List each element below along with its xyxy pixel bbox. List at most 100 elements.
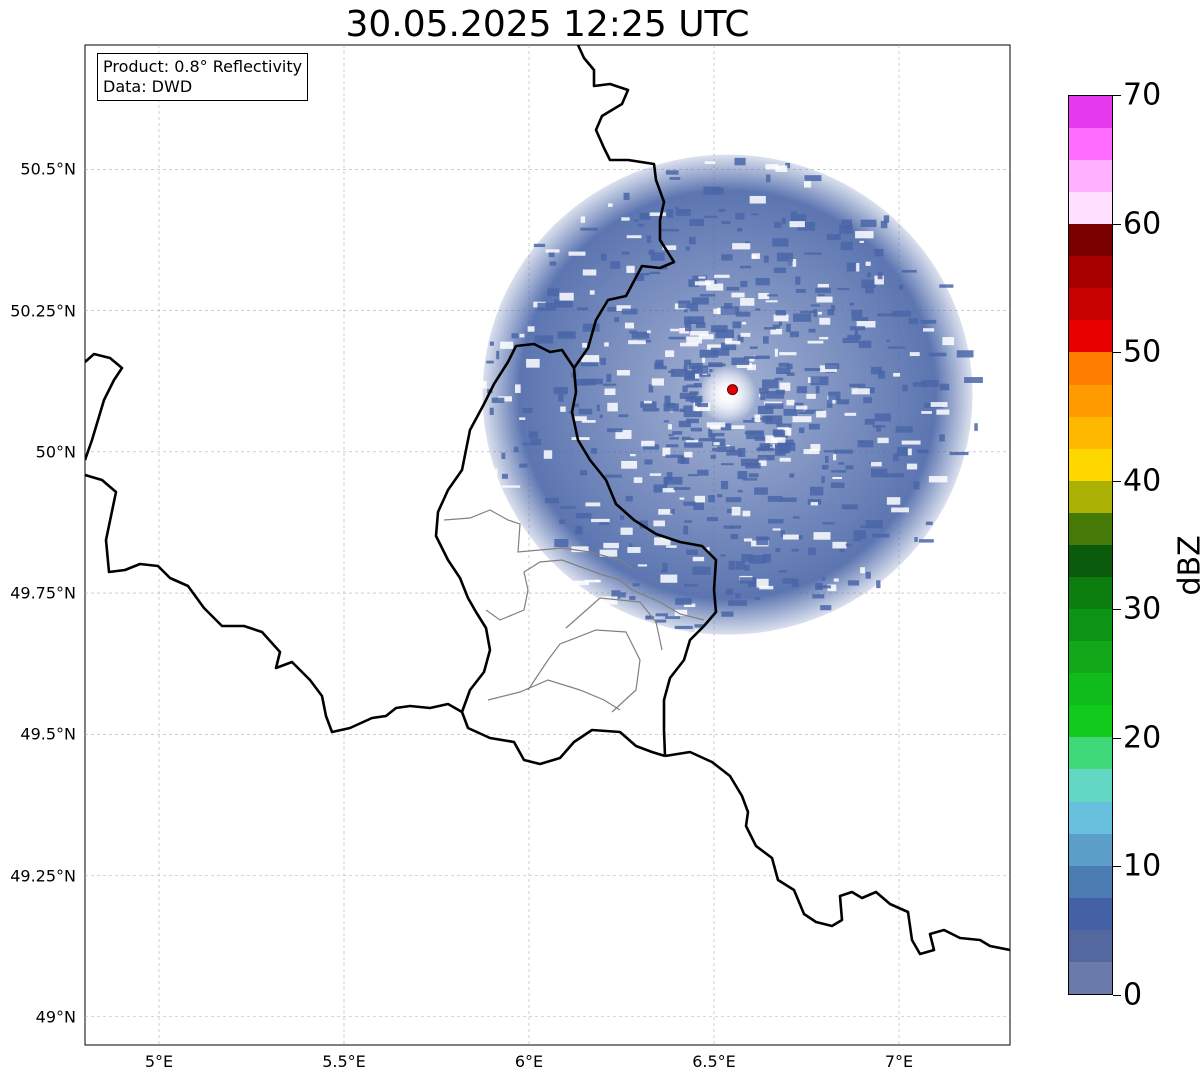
echo-cell — [845, 506, 856, 510]
echo-cell — [921, 380, 939, 387]
echo-cell — [684, 376, 700, 381]
echo-cell — [511, 333, 519, 339]
echo-cell — [697, 373, 711, 377]
echo-cell — [936, 409, 950, 415]
echo-cell — [883, 215, 890, 223]
echo-cell — [864, 418, 875, 425]
colorbar-tick-2 — [1113, 737, 1121, 739]
echo-cell — [735, 561, 745, 570]
echo-cell — [726, 286, 740, 291]
echo-cell — [698, 438, 713, 442]
echo-cell — [528, 431, 538, 439]
echo-cell — [636, 275, 645, 281]
echo-cell — [686, 320, 698, 324]
echo-cell — [663, 476, 683, 485]
echo-cell — [686, 418, 699, 424]
echo-cell — [849, 326, 866, 331]
echo-cell — [580, 227, 599, 231]
echo-cell — [732, 243, 751, 250]
echo-cell — [560, 406, 566, 412]
echo-cell — [581, 420, 596, 423]
echo-cell — [668, 424, 672, 430]
echo-cell — [697, 362, 703, 371]
echo-cell — [649, 473, 662, 476]
echo-cell — [614, 317, 620, 323]
echo-cell — [892, 453, 899, 462]
echo-cell — [628, 340, 646, 345]
echo-cell — [616, 370, 630, 376]
border-line-lux-france — [460, 711, 666, 766]
echo-cell — [716, 494, 723, 498]
echo-cell — [654, 362, 664, 370]
echo-cell — [920, 319, 937, 324]
echo-cell — [865, 286, 874, 294]
echo-cell — [735, 311, 751, 317]
echo-cell — [768, 519, 784, 524]
echo-cell — [683, 525, 689, 535]
echo-cell — [775, 547, 781, 553]
echo-cell — [852, 539, 861, 542]
echo-cell — [604, 342, 609, 347]
echo-cell — [654, 537, 671, 546]
echo-cell — [851, 388, 870, 395]
echo-cell — [745, 241, 751, 245]
colorbar-tick-3 — [1113, 609, 1121, 611]
echo-cell — [629, 330, 638, 334]
echo-cell — [684, 520, 693, 523]
echo-cell — [721, 611, 734, 617]
echo-cell — [914, 537, 918, 542]
echo-cell — [554, 299, 573, 308]
lon-tick-label-1: 5.5°E — [322, 1052, 366, 1071]
echo-cell — [795, 288, 806, 293]
echo-cell — [620, 592, 626, 598]
echo-cell — [942, 337, 955, 346]
echo-cell — [858, 340, 872, 349]
echo-cell — [725, 340, 741, 345]
echo-cell — [731, 425, 745, 429]
echo-cell — [789, 473, 795, 478]
echo-cell — [640, 401, 657, 408]
echo-cell — [775, 389, 785, 395]
echo-cell — [696, 406, 700, 412]
echo-cell — [737, 334, 744, 343]
echo-cell — [762, 553, 771, 563]
echo-cell — [754, 597, 761, 600]
echo-cell — [478, 380, 487, 389]
echo-cell — [812, 594, 825, 599]
echo-cell — [796, 386, 808, 394]
echo-cell — [665, 350, 675, 358]
echo-cell — [573, 580, 589, 586]
echo-cell — [775, 310, 787, 316]
echo-cell — [666, 209, 674, 219]
echo-cell — [697, 469, 709, 476]
echo-cell — [688, 279, 700, 288]
colorbar-segment-19 — [1069, 352, 1112, 385]
echo-cell — [694, 495, 705, 503]
echo-cell — [776, 423, 792, 428]
echo-cell — [515, 384, 521, 393]
echo-cell — [679, 408, 686, 413]
echo-cell — [786, 363, 793, 370]
echo-cell — [672, 431, 683, 435]
echo-cell — [697, 402, 709, 408]
echo-cell — [777, 439, 794, 446]
echo-cell — [683, 364, 688, 373]
echo-cell — [600, 253, 607, 261]
colorbar-tick-label-7: 70 — [1123, 77, 1162, 113]
echo-cell — [709, 369, 713, 373]
echo-cell — [752, 355, 770, 359]
echo-cell — [720, 306, 740, 315]
echo-cell — [634, 219, 638, 222]
echo-cell — [871, 366, 883, 375]
echo-cell — [772, 324, 780, 329]
echo-cell — [582, 323, 600, 332]
echo-cell — [813, 532, 831, 540]
echo-cell — [767, 495, 783, 502]
lat-tick-label-1: 49.25°N — [10, 866, 76, 885]
echo-cell — [839, 224, 853, 234]
colorbar-segment-24 — [1069, 192, 1112, 225]
echo-cell — [707, 344, 722, 350]
echo-cell — [680, 457, 690, 465]
echo-cell — [885, 473, 905, 478]
echo-cell — [817, 311, 822, 315]
